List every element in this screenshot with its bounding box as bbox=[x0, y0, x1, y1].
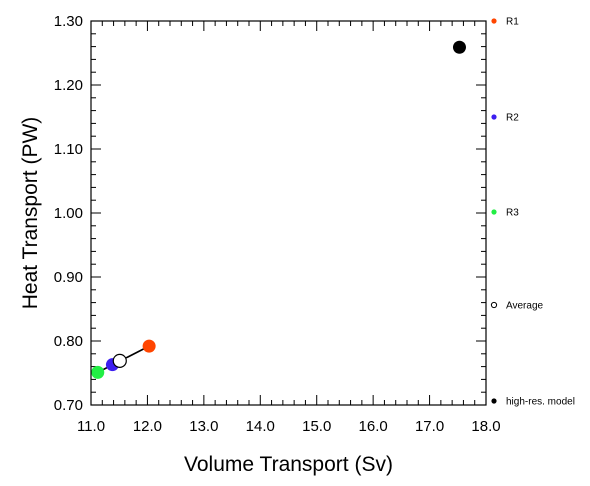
y-tick-label: 0.70 bbox=[54, 397, 83, 414]
marker-r3 bbox=[91, 365, 105, 379]
legend-item-average: Average bbox=[490, 301, 544, 312]
y-tick-label: 0.80 bbox=[54, 333, 83, 350]
x-tick-label: 16.0 bbox=[359, 418, 388, 435]
legend-item-r2: R2 bbox=[491, 113, 519, 124]
y-axis-title: Heat Transport (PW) bbox=[19, 117, 42, 310]
x-tick-label: 14.0 bbox=[246, 418, 275, 435]
legend: R1 R2 R3 Average high-res. model bbox=[490, 17, 575, 408]
x-axis-title: Volume Transport (Sv) bbox=[184, 453, 393, 476]
tick-labels: 11.0 12.0 13.0 14.0 15.0 16.0 17.0 18.0 0.70 0.80… bbox=[54, 13, 501, 435]
x-tick-label: 15.0 bbox=[302, 418, 331, 435]
legend-marker-r2 bbox=[491, 114, 497, 120]
legend-marker-r1 bbox=[491, 18, 497, 24]
y-tick-label: 1.20 bbox=[54, 77, 83, 94]
legend-label-r1: R1 bbox=[506, 17, 519, 28]
x-tick-label: 12.0 bbox=[133, 418, 162, 435]
legend-label-r2: R2 bbox=[506, 113, 519, 124]
legend-label-high-res-model: high-res. model bbox=[506, 397, 575, 408]
marker-r1 bbox=[142, 339, 156, 353]
legend-item-r1: R1 bbox=[491, 17, 519, 28]
legend-item-high-res-model: high-res. model bbox=[491, 397, 575, 408]
legend-marker-average bbox=[490, 301, 498, 309]
x-tick-label: 13.0 bbox=[189, 418, 218, 435]
legend-marker-r3 bbox=[491, 209, 497, 215]
axis-ticks bbox=[90, 20, 487, 406]
y-tick-label: 0.90 bbox=[54, 269, 83, 286]
x-tick-label: 17.0 bbox=[415, 418, 444, 435]
plot-frame bbox=[90, 20, 487, 406]
y-tick-label: 1.00 bbox=[54, 205, 83, 222]
legend-item-r3: R3 bbox=[491, 208, 519, 219]
marker-average bbox=[112, 353, 127, 368]
legend-marker-high-res-model bbox=[491, 398, 497, 404]
data-markers bbox=[91, 40, 466, 379]
marker-high-res-model bbox=[452, 40, 466, 54]
y-tick-label: 1.30 bbox=[54, 13, 83, 30]
legend-label-average: Average bbox=[506, 301, 544, 312]
y-tick-label: 1.10 bbox=[54, 141, 83, 158]
legend-label-r3: R3 bbox=[506, 208, 519, 219]
x-tick-label: 11.0 bbox=[77, 418, 105, 435]
x-tick-label: 18.0 bbox=[471, 418, 500, 435]
